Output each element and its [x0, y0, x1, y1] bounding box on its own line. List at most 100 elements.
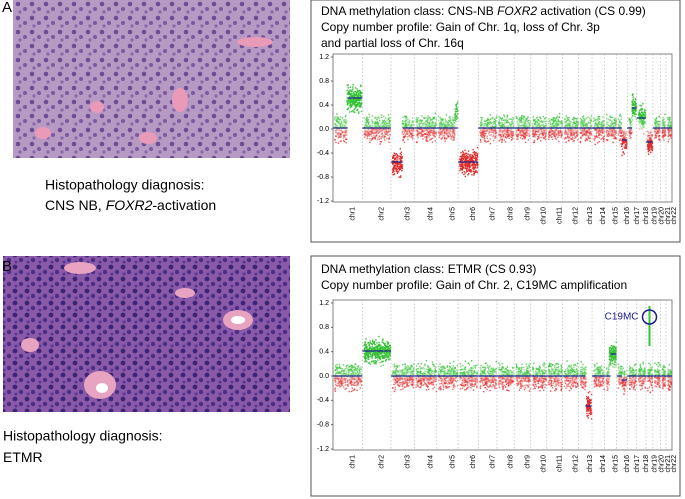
- probe-dot: [668, 124, 670, 126]
- probe-dot: [481, 117, 484, 119]
- probe-dot: [339, 123, 341, 126]
- probe-dot: [431, 123, 434, 126]
- probe-dot: [401, 131, 404, 133]
- probe-dot: [629, 132, 631, 135]
- probe-dot: [472, 151, 474, 154]
- probe-dot: [451, 128, 453, 131]
- probe-dot: [523, 125, 526, 127]
- probe-dot: [564, 138, 566, 140]
- probe-dot: [613, 122, 615, 124]
- probe-dot: [576, 126, 579, 128]
- probe-dot: [418, 131, 421, 134]
- probe-dot: [419, 135, 422, 138]
- probe-dot: [609, 128, 611, 130]
- probe-dot: [596, 125, 598, 127]
- probe-dot: [559, 131, 562, 133]
- probe-dot: [489, 131, 492, 133]
- probe-dot: [481, 124, 483, 126]
- probe-dot: [628, 117, 630, 119]
- probe-dot: [534, 121, 536, 124]
- probe-dot: [456, 110, 459, 112]
- probe-dot: [536, 130, 539, 133]
- probe-dot: [376, 124, 378, 126]
- probe-dot: [594, 122, 597, 125]
- probe-dot: [403, 120, 406, 122]
- probe-dot: [335, 372, 337, 374]
- probe-dot: [658, 137, 660, 139]
- probe-dot: [483, 133, 485, 135]
- probe-dot: [404, 116, 407, 118]
- probe-dot: [658, 129, 660, 132]
- probe-dot: [612, 137, 615, 140]
- probe-dot: [399, 157, 401, 160]
- probe-dot: [517, 128, 519, 130]
- probe-dot: [663, 135, 666, 138]
- probe-dot: [601, 125, 603, 128]
- probe-dot: [339, 136, 341, 139]
- probe-dot: [629, 131, 632, 133]
- probe-dot: [392, 170, 394, 172]
- probe-dot: [656, 120, 658, 123]
- probe-dot: [516, 133, 519, 136]
- probe-dot: [358, 112, 360, 115]
- probe-dot: [335, 366, 337, 368]
- probe-dot: [588, 132, 591, 134]
- probe-dot: [619, 113, 622, 116]
- probe-dot: [349, 102, 351, 104]
- probe-dot: [477, 164, 479, 166]
- probe-dot: [613, 119, 615, 121]
- probe-dot: [602, 124, 605, 126]
- probe-dot: [429, 132, 431, 134]
- probe-dot: [417, 120, 419, 122]
- probe-dot: [377, 136, 380, 139]
- probe-dot: [567, 128, 569, 130]
- probe-dot: [451, 125, 454, 128]
- probe-dot: [555, 121, 558, 123]
- probe-dot: [535, 125, 538, 127]
- probe-dot: [569, 126, 571, 128]
- probe-dot: [575, 123, 578, 126]
- probe-dot: [642, 123, 645, 125]
- probe-dot: [427, 118, 429, 120]
- probe-dot: [370, 133, 372, 135]
- probe-dot: [623, 132, 626, 134]
- probe-dot: [573, 132, 575, 135]
- probe-dot: [609, 119, 611, 121]
- probe-dot: [342, 124, 344, 126]
- probe-dot: [373, 123, 376, 125]
- probe-dot: [668, 128, 671, 131]
- probe-dot: [340, 116, 342, 118]
- probe-dot: [576, 125, 579, 127]
- probe-dot: [667, 128, 669, 131]
- probe-dot: [610, 125, 612, 127]
- probe-dot: [481, 133, 484, 136]
- probe-dot: [586, 131, 588, 134]
- probe-dot: [500, 123, 502, 126]
- probe-dot: [529, 130, 531, 132]
- probe-dot: [554, 132, 556, 135]
- probe-dot: [554, 124, 556, 127]
- probe-dot: [343, 370, 345, 373]
- probe-dot: [570, 133, 573, 136]
- probe-dot: [576, 125, 578, 127]
- probe-dot: [385, 125, 388, 128]
- probe-dot: [612, 141, 614, 144]
- probe-dot: [376, 123, 378, 125]
- probe-dot: [438, 128, 441, 130]
- probe-dot: [553, 125, 555, 128]
- probe-dot: [568, 122, 571, 125]
- probe-dot: [624, 140, 627, 142]
- probe-dot: [588, 128, 591, 130]
- probe-dot: [405, 125, 408, 127]
- probe-dot: [657, 131, 660, 133]
- probe-dot: [618, 127, 620, 130]
- probe-dot: [651, 149, 654, 152]
- probe-dot: [545, 132, 548, 134]
- y-tick-label: -0.4: [317, 150, 329, 157]
- probe-dot: [425, 128, 427, 130]
- chromosome-label: chr21: [665, 207, 672, 225]
- probe-dot: [649, 130, 652, 133]
- probe-dot: [503, 139, 506, 141]
- probe-dot: [566, 125, 568, 127]
